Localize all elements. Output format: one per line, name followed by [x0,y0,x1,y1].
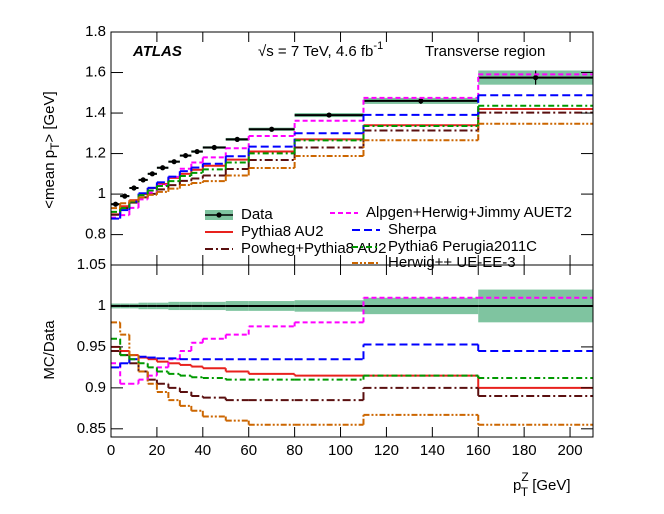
data-point [326,112,332,118]
y-tick-label: 1.8 [85,23,106,40]
data-point [269,126,275,132]
legend-swatch [216,212,222,218]
y-axis-title: MC/Data [41,320,58,380]
atlas-label: ATLAS [132,43,182,60]
plot-area [111,70,593,220]
data-point [160,165,166,171]
x-tick-label: 0 [107,442,115,459]
data-point [418,98,424,104]
legend-label: Herwig++ UE-EE-3 [388,254,516,271]
x-tick-label: 200 [558,442,583,459]
data-point [149,171,155,177]
data-point [182,152,189,159]
y-axis-title: <mean pT> [GeV] [41,91,62,208]
energy-exp: -1 [373,40,383,52]
y-title-rest: > [GeV] [41,91,58,142]
x-tick-label: 60 [240,442,257,459]
data-point [140,177,146,183]
legend-label: Pythia8 AU2 [241,223,324,240]
data-point [112,201,119,207]
y-tick-label: 1.2 [85,145,106,162]
x-tick-label: 180 [512,442,537,459]
energy-text: √s = 7 TeV, 4.6 fb [258,43,373,60]
legend-label: Data [241,206,273,223]
y-tick-label: 1.4 [85,104,106,121]
data-point [122,193,128,199]
legend-label: Pythia6 Perugia2011C [388,238,537,255]
y-title-main: <mean p [41,150,58,209]
data-point [211,144,217,151]
legend-label: Powheg+Pythia8 AU2 [241,240,387,257]
y-tick-label: 1 [98,297,106,314]
region-label: Transverse region [425,43,545,60]
legend-label: Sherpa [388,221,437,238]
data-point [194,148,200,155]
data-point [131,185,137,191]
x-tick-label: 120 [374,442,399,459]
y-tick-label: 0.95 [77,338,106,355]
x-tick-label: 140 [420,442,445,459]
data-point [533,74,539,81]
y-tick-label: 1 [98,185,106,202]
x-tick-label: 40 [194,442,211,459]
y-tick-label: 1.05 [77,256,106,273]
data-point [171,159,177,165]
x-title-sup: Z [521,470,528,484]
y-title-sub: T [48,142,62,150]
legend-label: Alpgen+Herwig+Jimmy AUET2 [366,204,572,221]
energy-label: √s = 7 TeV, 4.6 fb-1 [258,40,383,60]
plot-area [111,289,593,426]
y-tick-label: 0.9 [85,379,106,396]
frame [110,264,594,438]
x-tick-label: 80 [286,442,303,459]
x-title-rest: [GeV] [528,477,571,494]
x-title-main: p [513,477,521,494]
y-tick-label: 0.85 [77,420,106,437]
x-tick-label: 20 [149,442,166,459]
y-tick-label: 1.6 [85,63,106,80]
x-title-sub: T [521,485,529,499]
data-point [234,136,240,142]
x-tick-label: 160 [466,442,491,459]
x-axis-title: pZ T [GeV] [513,470,571,499]
y-tick-label: 0.8 [85,226,106,243]
x-tick-label: 100 [328,442,353,459]
